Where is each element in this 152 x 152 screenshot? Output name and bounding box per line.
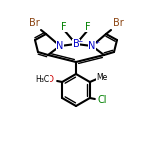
Text: O: O — [47, 74, 54, 83]
Text: Me: Me — [96, 73, 107, 81]
Text: F: F — [85, 22, 91, 32]
Text: B: B — [73, 39, 79, 49]
Text: H₃C: H₃C — [35, 74, 49, 83]
Text: Cl: Cl — [97, 95, 107, 105]
Text: N: N — [56, 41, 64, 51]
Text: Br: Br — [29, 18, 39, 28]
Text: N: N — [88, 41, 96, 51]
Text: Br: Br — [113, 18, 123, 28]
Text: +: + — [94, 40, 99, 45]
Text: −: − — [77, 38, 83, 43]
Text: F: F — [61, 22, 67, 32]
